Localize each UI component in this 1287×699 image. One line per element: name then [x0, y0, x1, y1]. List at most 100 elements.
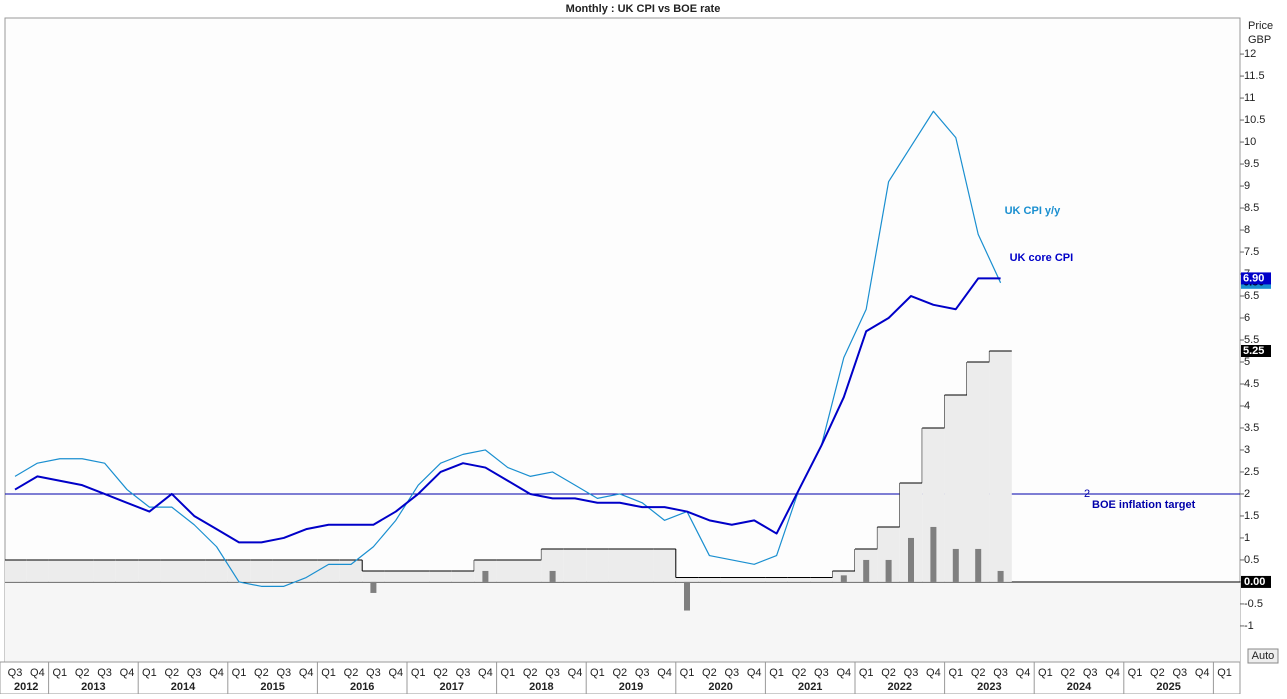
rate-area [317, 559, 340, 582]
x-tick-label: Q2 [792, 667, 807, 679]
x-tick-label: Q2 [612, 667, 627, 679]
last-value-box [1241, 272, 1271, 285]
year-label: 2020 [708, 681, 732, 693]
y-tick-label: 11.5 [1244, 70, 1265, 82]
rate-area [496, 559, 519, 582]
x-tick-label: Q4 [1105, 667, 1120, 679]
x-tick-label: Q1 [232, 667, 247, 679]
rate-area [384, 570, 407, 582]
year-label: 2023 [977, 681, 1001, 693]
x-tick-label: Q1 [1038, 667, 1053, 679]
rate-area [205, 559, 228, 582]
rate-area [743, 577, 766, 582]
x-tick-label: Q2 [75, 667, 90, 679]
x-tick-label: Q4 [747, 667, 762, 679]
x-tick-label: Q2 [523, 667, 538, 679]
rate-area [541, 548, 564, 582]
x-tick-label: Q3 [993, 667, 1008, 679]
series-label: UK core CPI [1010, 252, 1074, 264]
y-tick-label: 0.5 [1244, 554, 1259, 566]
rate-area [720, 577, 743, 582]
auto-button[interactable]: Auto [1247, 648, 1279, 664]
rate-area [810, 577, 833, 582]
x-tick-label: Q3 [8, 667, 23, 679]
rate-area [160, 559, 183, 582]
x-tick-label: Q4 [388, 667, 403, 679]
series-line [14, 277, 1001, 544]
y-tick-box [1241, 575, 1271, 588]
rate-area [765, 577, 788, 582]
rate-area [675, 577, 699, 582]
x-tick-label: Q2 [881, 667, 896, 679]
button-box[interactable] [1247, 648, 1279, 664]
rate-change-bar [840, 575, 847, 582]
y-tick-label: 3 [1244, 444, 1250, 456]
y-tick-label: 5 [1244, 356, 1250, 368]
rate-area [451, 570, 475, 582]
y-tick-label: 9.5 [1244, 158, 1259, 170]
rate-area [93, 559, 116, 582]
x-tick-label: Q1 [142, 667, 157, 679]
x-tick-label: Q1 [1128, 667, 1143, 679]
x-tick-label: Q2 [1060, 667, 1075, 679]
x-tick-label: Q1 [411, 667, 426, 679]
y-tick-label: 7.5 [1244, 246, 1259, 258]
x-tick-label: Q1 [500, 667, 515, 679]
year-label: 2024 [1067, 681, 1092, 693]
rate-area [48, 559, 71, 582]
rate-area [586, 548, 609, 582]
x-tick-label: Q1 [590, 667, 605, 679]
rate-area [922, 427, 945, 582]
x-tick-label: Q4 [478, 667, 493, 679]
x-tick-label: Q2 [1150, 667, 1165, 679]
rate-area [787, 577, 811, 582]
rate-area [71, 559, 94, 582]
x-tick-label: Q2 [971, 667, 986, 679]
y-tick-label: 5.5 [1244, 334, 1259, 346]
y-tick-label: 10 [1244, 136, 1256, 148]
rate-area [967, 361, 990, 582]
button-label[interactable]: Auto [1252, 650, 1275, 662]
x-tick-label: Q1 [52, 667, 67, 679]
rate-area [429, 570, 452, 582]
year-label: 2018 [529, 681, 553, 693]
x-tick-label: Q4 [568, 667, 583, 679]
y-tick-label: 0.00 [1244, 576, 1265, 588]
x-tick-label: Q4 [1016, 667, 1031, 679]
rate-change-bar [930, 526, 937, 582]
rate-area [227, 559, 251, 582]
rate-area [608, 548, 631, 582]
rate-area [5, 559, 27, 582]
rate-area [698, 577, 721, 582]
year-label: 2017 [440, 681, 464, 693]
x-tick-label: Q1 [859, 667, 874, 679]
y-tick-label: 3.5 [1244, 422, 1259, 434]
x-tick-label: Q3 [97, 667, 112, 679]
x-tick-label: Q2 [433, 667, 448, 679]
rate-change-bar [952, 548, 959, 582]
y-tick-label: 12 [1244, 48, 1256, 60]
rate-change-bar [975, 548, 982, 582]
rate-change-bar [908, 537, 914, 582]
y-tick-label: 1 [1244, 532, 1250, 544]
year-label: 2015 [260, 681, 284, 693]
x-tick-label: Q1 [1217, 667, 1232, 679]
x-tick-label: Q2 [702, 667, 717, 679]
rate-area [877, 526, 900, 582]
x-tick-label: Q2 [344, 667, 359, 679]
rate-area [115, 559, 139, 582]
rate-area [407, 570, 430, 582]
rate-area [362, 570, 385, 582]
y-tick-label: -0.5 [1244, 598, 1263, 610]
x-tick-label: Q4 [120, 667, 135, 679]
below-zero-area [5, 582, 1240, 662]
rate-area [519, 559, 542, 582]
x-tick-label: Q3 [1083, 667, 1098, 679]
rate-area [295, 559, 318, 582]
x-tick-label: Q3 [366, 667, 381, 679]
rate-change-bar [997, 570, 1004, 582]
x-tick-label: Q3 [635, 667, 650, 679]
x-tick-label: Q4 [657, 667, 672, 679]
last-value-label: 6.90 [1243, 272, 1264, 284]
